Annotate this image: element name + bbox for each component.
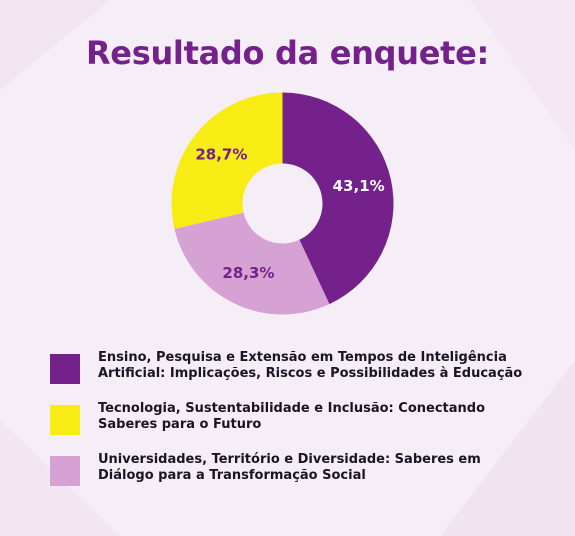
- donut-slice: [171, 92, 283, 229]
- legend-label: Ensino, Pesquisa e Extensão em Tempos de…: [98, 350, 528, 382]
- legend: Ensino, Pesquisa e Extensão em Tempos de…: [50, 350, 550, 503]
- legend-item: Ensino, Pesquisa e Extensão em Tempos de…: [50, 350, 550, 384]
- slice-value-label: 43,1%: [333, 177, 385, 195]
- legend-swatch-lilac: [50, 456, 80, 486]
- donut-chart-svg: 43,1% 28,3% 28,7%: [171, 92, 394, 315]
- legend-item: Tecnologia, Sustentabilidade e Inclusão:…: [50, 401, 550, 435]
- legend-label: Universidades, Território e Diversidade:…: [98, 452, 528, 484]
- legend-label-line1: Universidades, Território e Diversidade:…: [98, 452, 481, 467]
- slice-value-label: 28,7%: [195, 146, 247, 164]
- legend-label-line1: Ensino, Pesquisa e Extensão em Tempos de…: [98, 350, 507, 365]
- legend-label-line2: Diálogo para a Transformação Social: [98, 468, 366, 483]
- legend-label-line2: Artificial: Implicações, Riscos e Possib…: [98, 366, 523, 381]
- legend-label: Tecnologia, Sustentabilidade e Inclusão:…: [98, 401, 528, 433]
- page-title: Resultado da enquete:: [85, 34, 490, 72]
- donut-slice: [282, 92, 394, 305]
- legend-swatch-yellow: [50, 405, 80, 435]
- legend-item: Universidades, Território e Diversidade:…: [50, 452, 550, 486]
- legend-swatch-purple: [50, 354, 80, 384]
- legend-label-line1: Tecnologia, Sustentabilidade e Inclusão:…: [98, 401, 486, 416]
- slice-value-label: 28,3%: [222, 264, 274, 282]
- donut-slice: [174, 212, 330, 315]
- donut-chart: 43,1% 28,3% 28,7%: [165, 86, 400, 321]
- legend-label-line2: Saberes para o Futuro: [98, 417, 262, 432]
